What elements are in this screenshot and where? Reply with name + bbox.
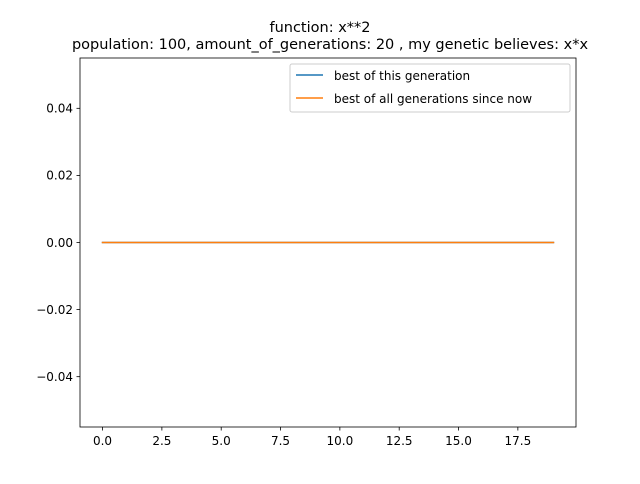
- y-tick-label: 0.00: [46, 236, 73, 250]
- y-tick-label: −0.02: [36, 303, 73, 317]
- legend-box: [289, 63, 571, 113]
- chart-title-line-1: function: x**2: [269, 20, 370, 36]
- y-tick-label: 0.04: [46, 102, 73, 116]
- legend: best of this generation best of all gene…: [289, 63, 571, 113]
- x-tick-label: 10.0: [327, 434, 354, 448]
- x-tick-label: 7.5: [271, 434, 290, 448]
- x-tick-label: 2.5: [152, 434, 171, 448]
- legend-label-best-of-this-generation: best of this generation: [334, 69, 470, 83]
- x-tick-label: 15.0: [445, 434, 472, 448]
- chart-title-line-2: population: 100, amount_of_generations: …: [72, 37, 588, 53]
- y-tick-label: 0.02: [46, 169, 73, 183]
- x-tick-label: 17.5: [504, 434, 531, 448]
- x-tick-label: 0.0: [93, 434, 112, 448]
- axes: 0.0 2.5 5.0 7.5 10.0 12.5 15.0 17.5 −0.04 −0.02 0.…: [36, 57, 577, 448]
- y-tick-label: −0.04: [36, 370, 73, 384]
- x-tick-label: 5.0: [212, 434, 231, 448]
- legend-label-best-of-all-generations: best of all generations since now: [334, 92, 532, 106]
- x-tick-label: 12.5: [386, 434, 413, 448]
